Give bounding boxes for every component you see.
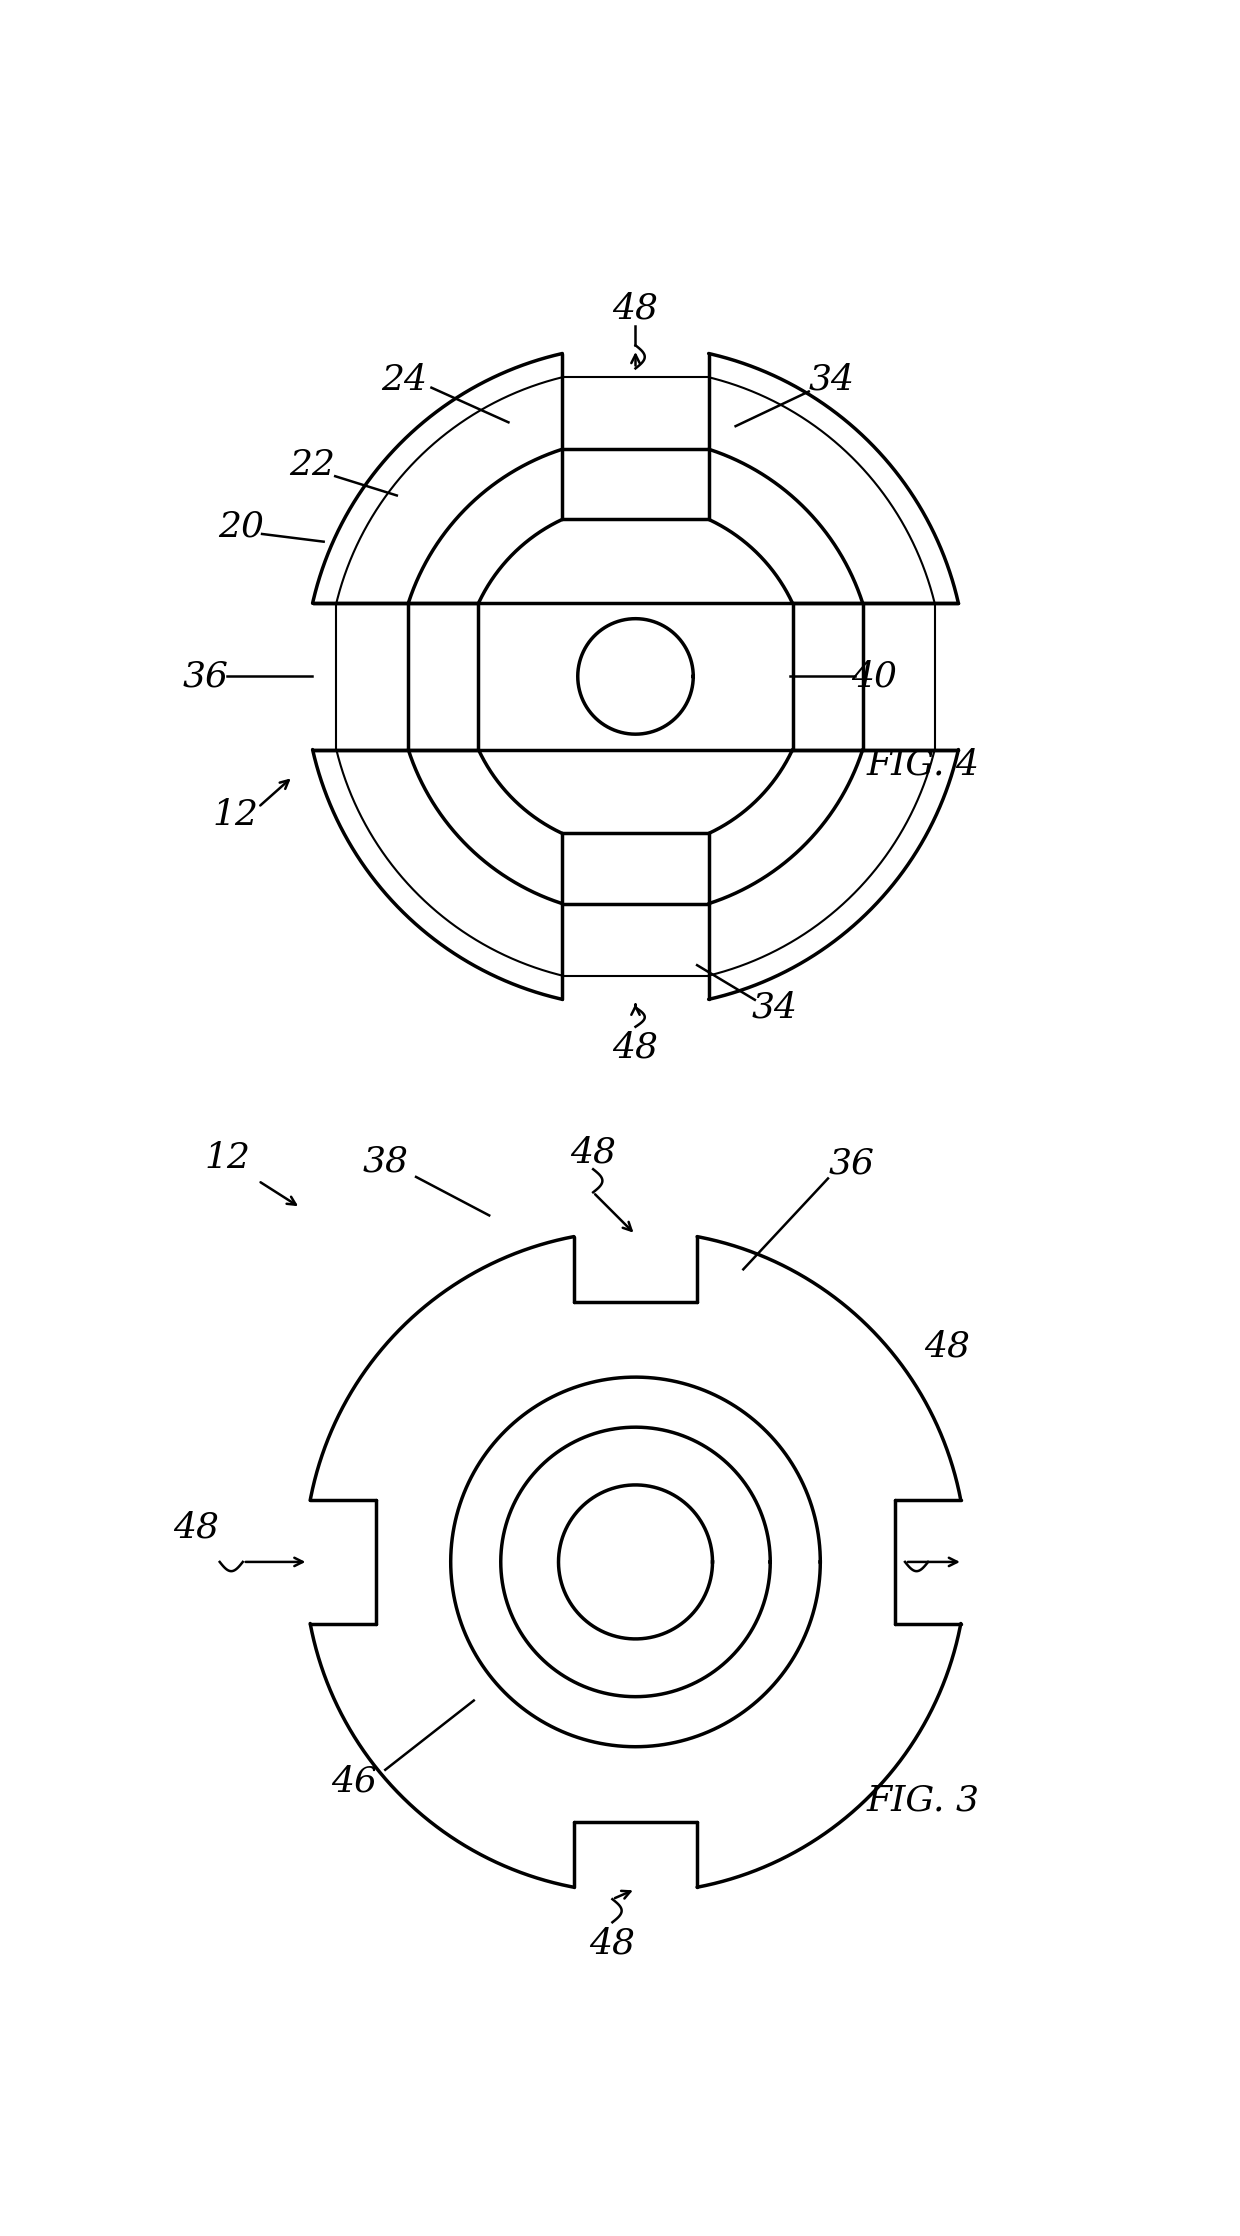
Text: 48: 48 [924, 1330, 971, 1364]
Text: 48: 48 [613, 291, 658, 326]
Text: 34: 34 [808, 362, 854, 398]
Text: 36: 36 [182, 660, 229, 693]
Text: FIG. 3: FIG. 3 [867, 1784, 980, 1818]
Text: 48: 48 [174, 1509, 219, 1545]
Text: 46: 46 [331, 1764, 377, 1798]
Text: 34: 34 [751, 991, 797, 1024]
Text: FIG. 4: FIG. 4 [867, 749, 980, 783]
Text: 20: 20 [218, 510, 264, 543]
Text: 36: 36 [828, 1147, 874, 1181]
Text: 12: 12 [212, 798, 258, 832]
Text: 12: 12 [205, 1140, 250, 1174]
Text: 48: 48 [570, 1136, 616, 1169]
Text: 48: 48 [589, 1925, 635, 1961]
Text: 48: 48 [613, 1031, 658, 1064]
Text: 24: 24 [382, 362, 428, 398]
Text: 38: 38 [362, 1145, 408, 1178]
Text: 22: 22 [289, 447, 335, 481]
Text: 40: 40 [851, 660, 898, 693]
